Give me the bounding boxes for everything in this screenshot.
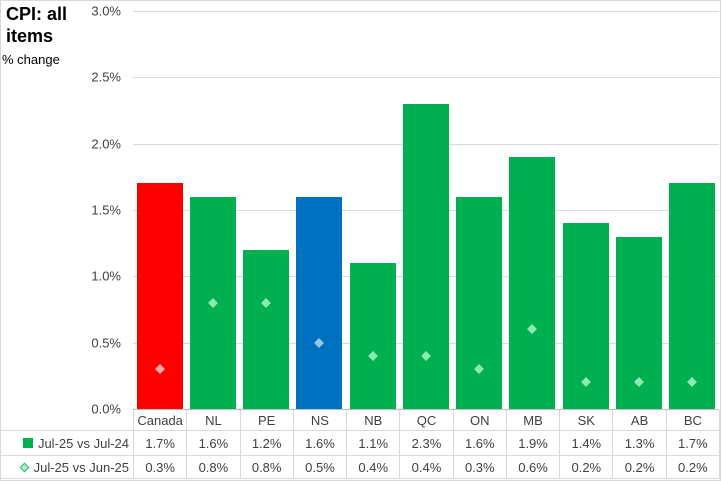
chart-column-ns <box>293 11 346 409</box>
value-cell-month-over-month: 0.3% <box>134 456 188 479</box>
category-label: BC <box>666 410 720 431</box>
chart-column-nb <box>346 11 399 409</box>
bar-mb <box>509 156 556 409</box>
value-cell-year-over-year: 1.6% <box>187 431 241 456</box>
chart-column-on <box>453 11 506 409</box>
value-cell-year-over-year: 1.4% <box>560 431 614 456</box>
value-cell-month-over-month: 0.2% <box>560 456 614 479</box>
table-corner-cell <box>1 410 134 431</box>
value-cell-year-over-year: 1.6% <box>453 431 507 456</box>
legend-label-month-over-month: Jul-25 vs Jun-25 <box>33 459 129 475</box>
chart-column-canada <box>133 11 186 409</box>
value-cell-month-over-month: 0.2% <box>666 456 720 479</box>
bar-ns <box>296 196 343 409</box>
category-label: SK <box>560 410 614 431</box>
value-cell-month-over-month: 0.8% <box>240 456 294 479</box>
category-label: AB <box>613 410 667 431</box>
y-axis-tick-label: 1.0% <box>91 268 121 284</box>
category-label: PE <box>240 410 294 431</box>
legend-item-year-over-year: Jul-25 vs Jul-24 <box>1 431 134 456</box>
axis-units-label: % change <box>2 52 60 67</box>
value-cell-year-over-year: 1.1% <box>347 431 401 456</box>
bar-series <box>133 11 719 409</box>
chart-column-nl <box>186 11 239 409</box>
gridline <box>133 77 719 79</box>
y-axis-tick-label: 0.0% <box>91 401 121 417</box>
chart-column-bc <box>666 11 719 409</box>
category-label: NL <box>187 410 241 431</box>
chart-title-line1: CPI: all <box>6 4 68 24</box>
chart-column-qc <box>399 11 452 409</box>
data-table: Canada NL PE NS NB QC ON MB SK AB BC Jul-25 vs Jul-… <box>1 410 720 479</box>
y-axis-tick-label: 1.5% <box>91 202 121 218</box>
chart-title: CPI: all items <box>6 3 67 47</box>
y-axis-tick-label: 3.0% <box>91 3 121 19</box>
value-cell-year-over-year: 2.3% <box>400 431 454 456</box>
legend-label-year-over-year: Jul-25 vs Jul-24 <box>37 435 129 451</box>
value-cell-month-over-month: 0.5% <box>293 456 348 479</box>
bar-on <box>456 196 503 409</box>
value-cell-month-over-month: 0.8% <box>187 456 241 479</box>
value-cell-year-over-year: 1.7% <box>134 431 188 456</box>
chart-column-mb <box>506 11 559 409</box>
y-axis-tick-label: 2.5% <box>91 69 121 85</box>
value-cell-month-over-month: 0.4% <box>347 456 401 479</box>
chart-title-line2: items <box>6 26 54 46</box>
category-label: QC <box>400 410 454 431</box>
category-label: NB <box>347 410 401 431</box>
bar-qc <box>402 103 449 409</box>
value-cell-year-over-year: 1.3% <box>613 431 667 456</box>
bar-canada <box>136 183 183 409</box>
legend-item-month-over-month: Jul-25 vs Jun-25 <box>1 456 134 479</box>
value-cell-month-over-month: 0.2% <box>613 456 667 479</box>
y-axis-tick-label: 0.5% <box>91 335 121 351</box>
legend-diamond-icon <box>19 462 30 472</box>
gridline <box>133 11 719 12</box>
chart-column-sk <box>559 11 612 409</box>
value-cell-month-over-month: 0.6% <box>506 456 561 479</box>
value-cell-year-over-year: 1.7% <box>666 431 720 456</box>
category-label: Canada <box>134 410 188 431</box>
bar-nb <box>349 263 396 409</box>
plot-area <box>133 11 719 410</box>
category-label: ON <box>453 410 507 431</box>
value-cell-year-over-year: 1.2% <box>240 431 294 456</box>
value-cell-month-over-month: 0.3% <box>453 456 507 479</box>
value-cell-month-over-month: 0.4% <box>400 456 454 479</box>
value-cell-year-over-year: 1.6% <box>293 431 348 456</box>
bar-bc <box>669 183 716 409</box>
category-label: NS <box>293 410 348 431</box>
chart-column-pe <box>240 11 293 409</box>
y-axis-tick-label: 2.0% <box>91 136 121 152</box>
value-cell-year-over-year: 1.9% <box>506 431 561 456</box>
y-axis: 0.0% 0.5% 1.0% 1.5% 2.0% 2.5% 3.0% <box>1 4 125 417</box>
category-label: MB <box>506 410 561 431</box>
bar-pe <box>243 249 290 409</box>
chart-column-ab <box>612 11 665 409</box>
legend-square-icon <box>22 438 33 448</box>
